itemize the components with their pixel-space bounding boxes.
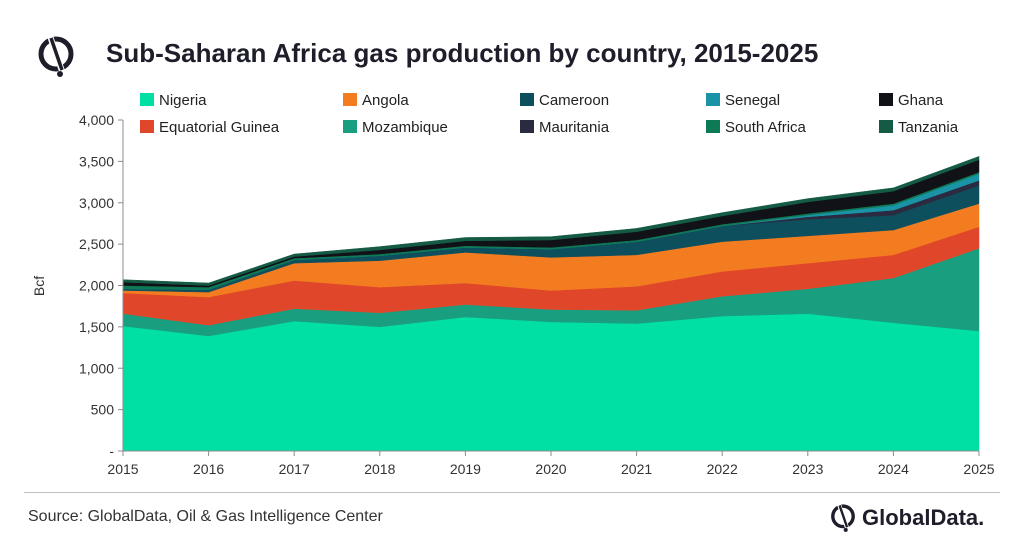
y-axis-label: Bcf	[31, 276, 47, 296]
x-tick-label: 2025	[963, 461, 994, 477]
series-area-tanzania	[122, 156, 980, 286]
legend-label-angola: Angola	[362, 92, 409, 109]
x-tick-label: 2017	[279, 461, 310, 477]
x-tick-label: 2021	[621, 461, 652, 477]
x-tick-label: 2024	[878, 461, 909, 477]
y-tick-label: 1,500	[79, 319, 114, 335]
x-tick-label: 2018	[364, 461, 395, 477]
header: Sub-Saharan Africa gas production by cou…	[0, 0, 1024, 90]
legend-swatch-equatorial-guinea	[140, 120, 154, 133]
legend-label-equatorial-guinea: Equatorial Guinea	[159, 119, 280, 136]
legend-swatch-mauritania	[520, 120, 534, 133]
legend-label-nigeria: Nigeria	[159, 92, 207, 109]
x-tick-label: 2016	[193, 461, 224, 477]
legend-swatch-angola	[343, 93, 357, 106]
x-tick-label: 2015	[107, 461, 138, 477]
legend-swatch-south-africa	[706, 120, 720, 133]
x-tick-label: 2020	[535, 461, 566, 477]
legend-label-senegal: Senegal	[725, 92, 780, 109]
legend-swatch-ghana	[879, 93, 893, 106]
y-tick-label: 3,000	[79, 195, 114, 211]
x-tick-label: 2023	[792, 461, 823, 477]
divider	[24, 492, 1000, 493]
y-tick-label: 3,500	[79, 153, 114, 169]
legend-swatch-cameroon	[520, 93, 534, 106]
y-tick-label: 2,000	[79, 278, 114, 294]
x-tick-label: 2019	[450, 461, 481, 477]
y-tick-label: -	[109, 443, 114, 459]
brand-footer: GlobalData.	[828, 500, 1004, 536]
y-tick-label: 500	[91, 402, 115, 418]
stacked-area-chart: - 500 1,000 1,500 2,000 2,500 3,000 3,500 4,000 2…	[31, 92, 995, 477]
y-tick-label: 4,000	[79, 112, 114, 128]
legend-label-cameroon: Cameroon	[539, 92, 609, 109]
y-tick-label: 2,500	[79, 236, 114, 252]
series-area-nigeria	[122, 313, 980, 452]
legend-swatch-mozambique	[343, 120, 357, 133]
legend-swatch-tanzania	[879, 120, 893, 133]
legend-label-mozambique: Mozambique	[362, 119, 448, 136]
legend-swatch-senegal	[706, 93, 720, 106]
y-tick-label: 1,000	[79, 360, 114, 376]
legend-label-mauritania: Mauritania	[539, 119, 610, 136]
legend-label-ghana: Ghana	[898, 92, 944, 109]
globaldata-logo-icon	[38, 35, 74, 77]
legend-label-tanzania: Tanzania	[898, 119, 959, 136]
brand-logo-icon	[831, 503, 855, 532]
legend-swatch-nigeria	[140, 93, 154, 106]
brand-name: GlobalData.	[862, 505, 985, 530]
legend-label-south-africa: South Africa	[725, 119, 807, 136]
page-title: Sub-Saharan Africa gas production by cou…	[106, 38, 819, 68]
source-note: Source: GlobalData, Oil & Gas Intelligen…	[28, 508, 383, 525]
x-tick-label: 2022	[707, 461, 738, 477]
